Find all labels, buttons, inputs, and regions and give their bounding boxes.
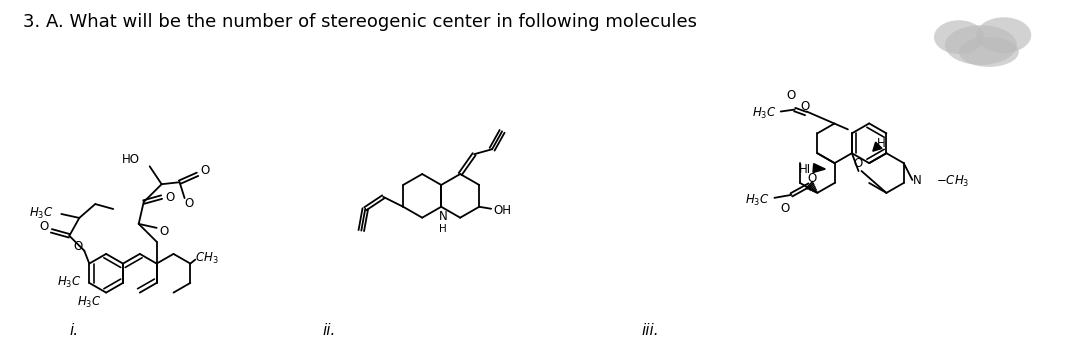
Text: $H_3C$: $H_3C$ [752, 106, 777, 121]
Text: H: H [876, 137, 886, 150]
Text: $-CH_3$: $-CH_3$ [936, 173, 970, 189]
Text: $H_3C$: $H_3C$ [745, 193, 769, 208]
Text: O: O [808, 173, 816, 185]
Text: HI: HI [799, 163, 811, 176]
Text: O: O [786, 89, 795, 102]
Text: $H_3C$: $H_3C$ [29, 205, 53, 220]
Ellipse shape [959, 37, 1018, 67]
Text: N: N [913, 174, 921, 188]
Ellipse shape [934, 20, 984, 54]
Text: i.: i. [69, 323, 79, 338]
Text: O: O [800, 100, 809, 113]
Polygon shape [813, 164, 825, 173]
Text: 3. A. What will be the number of stereogenic center in following molecules: 3. A. What will be the number of stereog… [24, 13, 698, 31]
Ellipse shape [945, 25, 1016, 65]
Text: iii.: iii. [642, 323, 660, 338]
Text: $CH_3$: $CH_3$ [195, 251, 219, 266]
Text: O: O [853, 157, 862, 169]
Text: OH: OH [494, 204, 511, 217]
Text: O: O [184, 197, 193, 210]
Text: O: O [159, 225, 168, 238]
Text: $H_3C$: $H_3C$ [57, 276, 81, 290]
Text: O: O [40, 220, 49, 234]
Text: O: O [165, 190, 174, 204]
Ellipse shape [976, 17, 1031, 53]
Polygon shape [873, 142, 882, 151]
Text: N: N [438, 210, 447, 223]
Text: H: H [440, 224, 447, 234]
Text: O: O [73, 240, 83, 253]
Text: $H_3C$: $H_3C$ [77, 295, 102, 310]
Text: O: O [781, 202, 791, 215]
Text: O: O [200, 164, 210, 177]
Text: HO: HO [122, 153, 139, 166]
Text: ii.: ii. [323, 323, 336, 338]
